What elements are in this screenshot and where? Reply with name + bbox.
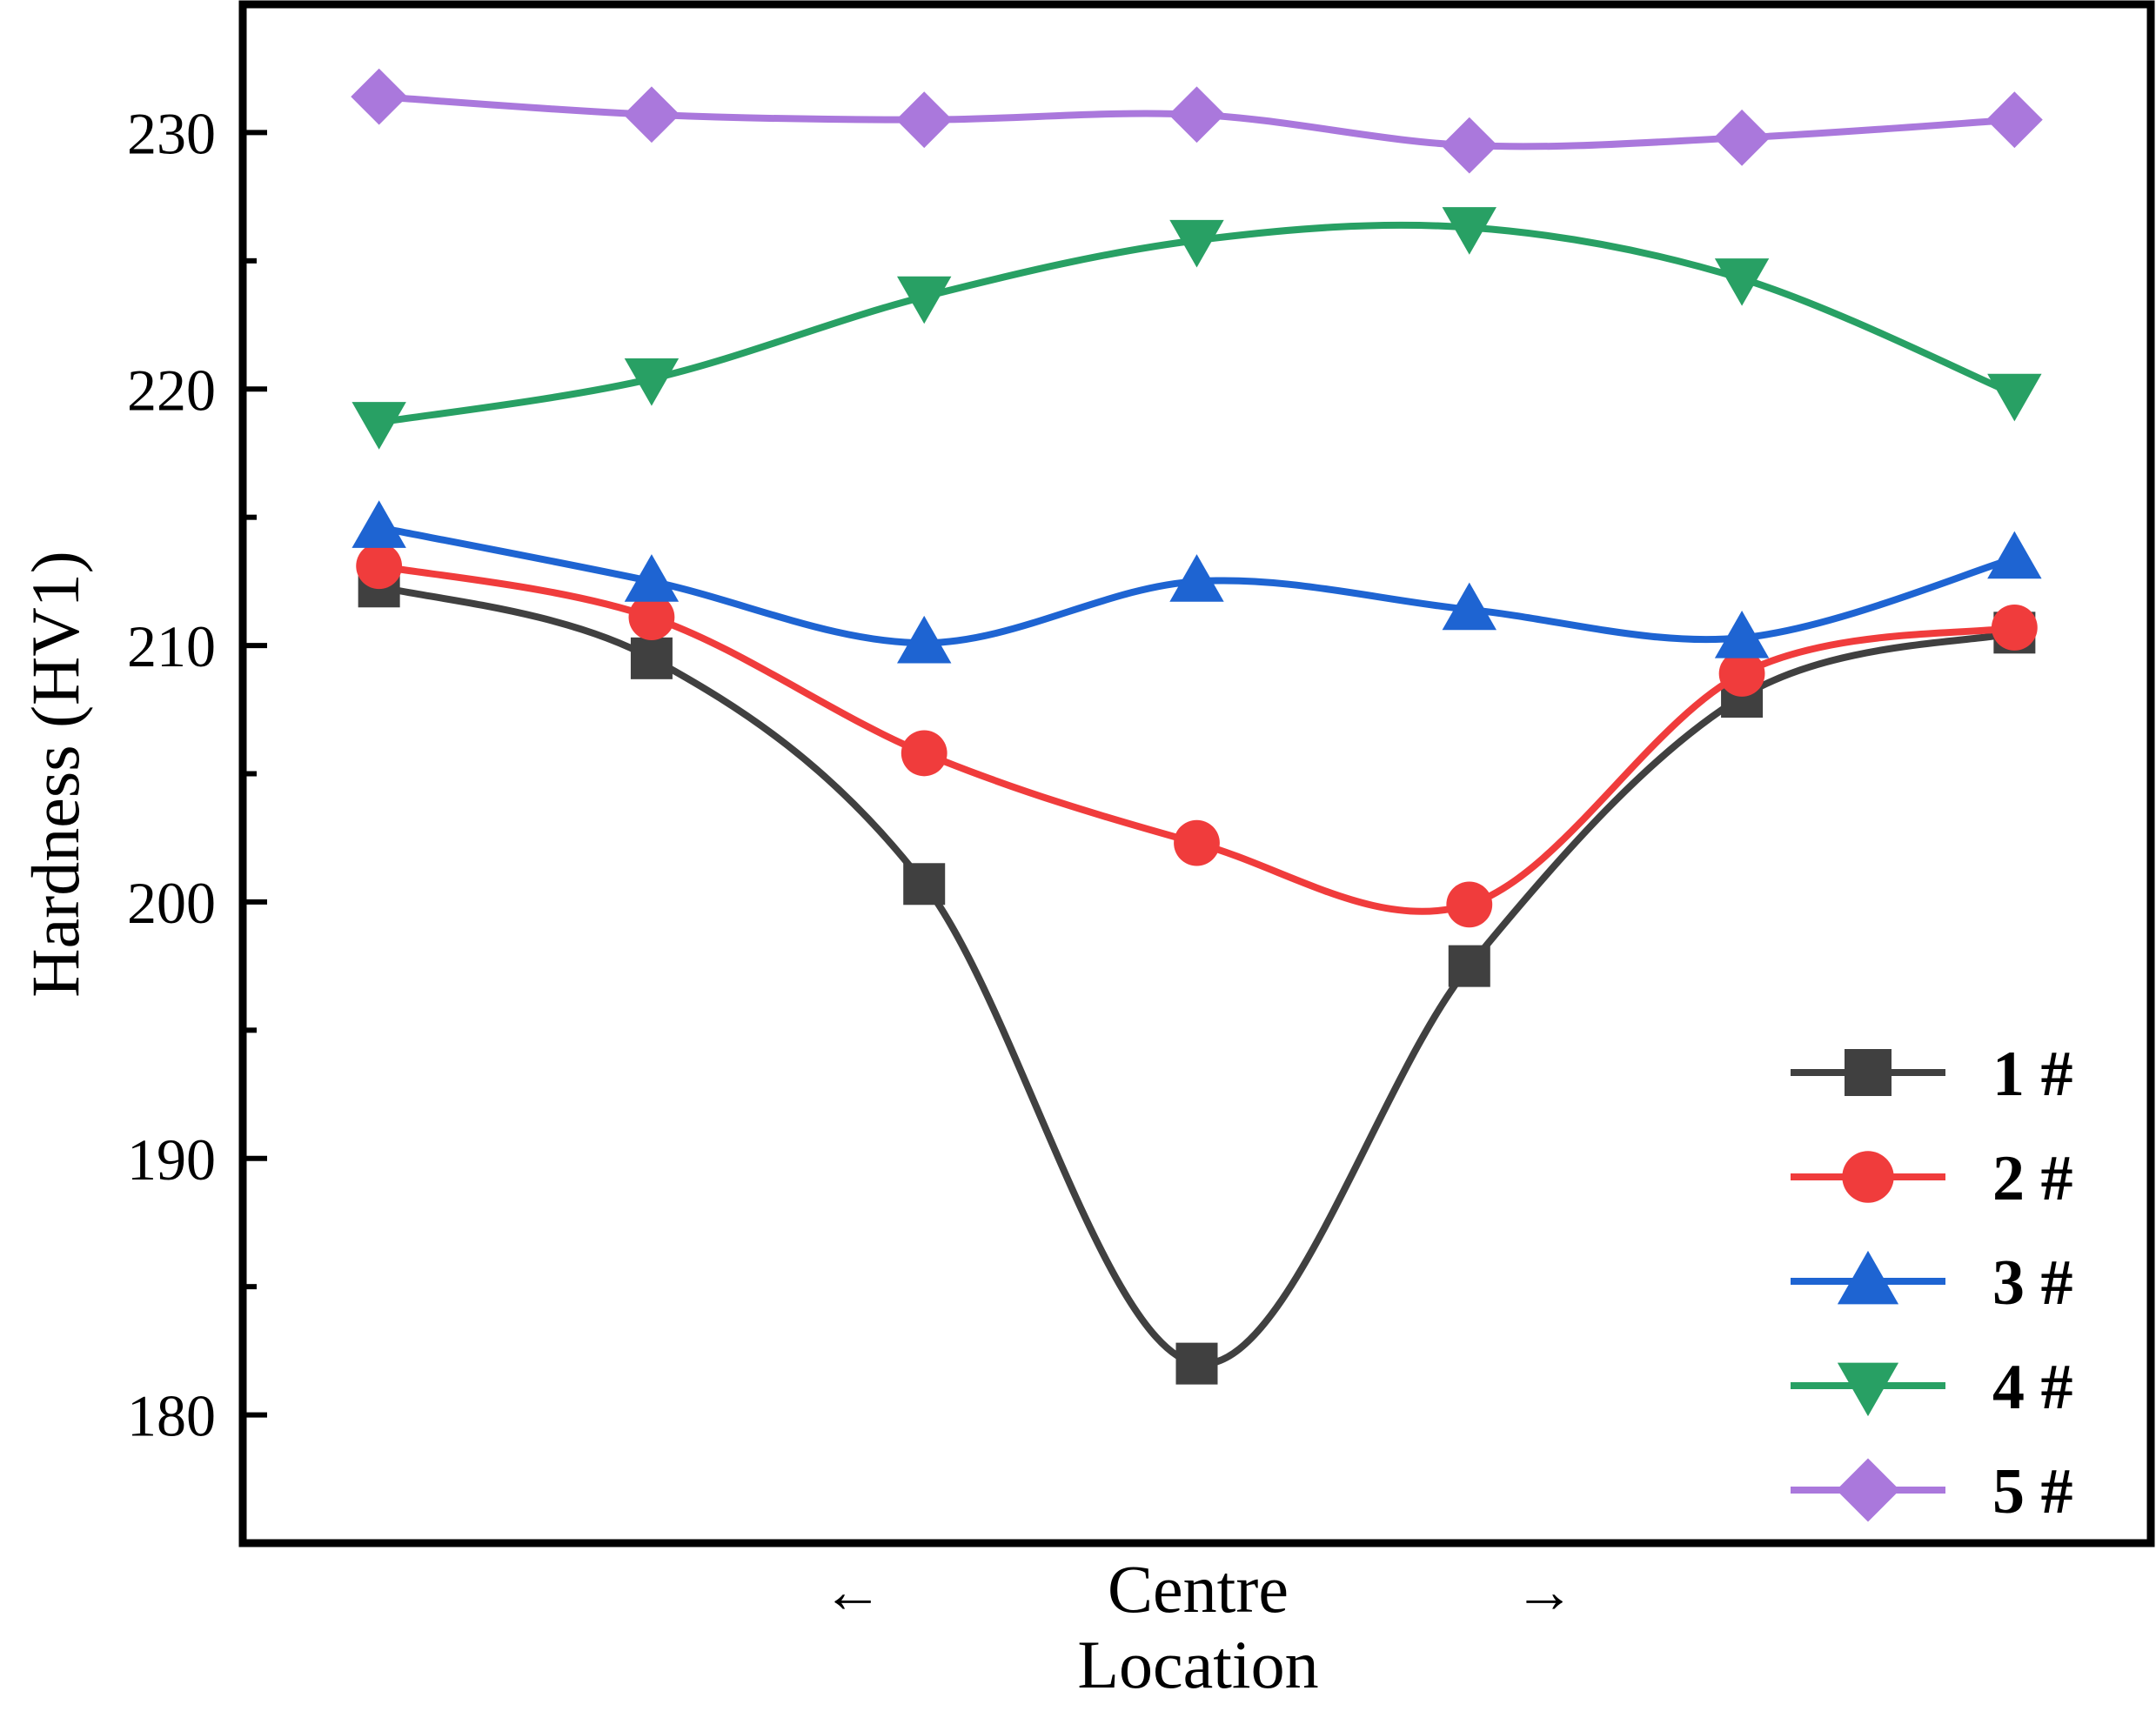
data-point — [628, 594, 675, 641]
data-point — [1169, 219, 1224, 268]
data-point — [624, 358, 680, 406]
plot-series — [351, 68, 2043, 1385]
y-tick-label: 210 — [127, 613, 216, 679]
series-1 — [358, 565, 2036, 1385]
x-arrow-left: ← — [822, 1559, 883, 1626]
data-point — [1169, 554, 1224, 602]
data-point — [630, 637, 673, 679]
series-3 — [352, 500, 2042, 664]
legend-marker — [1837, 1250, 1899, 1305]
data-point — [1175, 1342, 1218, 1385]
data-point — [356, 543, 403, 590]
legend-item: 4 # — [1791, 1352, 2073, 1423]
legend-marker — [1837, 1362, 1899, 1417]
data-point — [1987, 373, 2042, 422]
legend-item: 3 # — [1791, 1247, 2073, 1319]
y-tick-label: 230 — [127, 100, 216, 166]
y-tick-label: 200 — [127, 870, 216, 936]
legend-item: 5 # — [1791, 1456, 2073, 1527]
x-axis-title: Location — [1077, 1627, 1318, 1702]
y-axis-title: Hardness (HV1) — [17, 551, 93, 997]
legend-marker — [1845, 1049, 1892, 1096]
data-point — [1442, 582, 1496, 631]
legend-marker — [1836, 1458, 1900, 1522]
legend-marker — [1842, 1151, 1894, 1203]
legend-item: 1 # — [1791, 1039, 2073, 1110]
data-point — [1714, 258, 1770, 306]
data-point — [1713, 109, 1771, 166]
data-point — [1987, 531, 2042, 579]
y-axis: 180 190 200 210 220 230 — [127, 2, 267, 1546]
data-point — [1448, 945, 1490, 987]
data-point — [897, 276, 952, 324]
data-point — [1985, 91, 2043, 149]
y-tick-label: 190 — [127, 1126, 216, 1193]
data-point — [352, 402, 406, 450]
data-point — [1174, 819, 1220, 866]
data-point — [901, 730, 947, 777]
data-point — [895, 91, 953, 149]
x-center-label: Centre — [1108, 1551, 1289, 1627]
data-point — [897, 615, 952, 664]
data-point — [1441, 117, 1498, 174]
data-point — [623, 86, 680, 144]
data-point — [1446, 881, 1493, 928]
data-point — [352, 500, 406, 548]
series-2 — [356, 543, 2038, 928]
legend-label: 5 # — [1992, 1456, 2073, 1527]
legend-label: 4 # — [1992, 1352, 2073, 1423]
x-arrow-right: → — [1514, 1559, 1575, 1626]
series-line — [378, 583, 2016, 1367]
data-point — [1442, 207, 1496, 255]
data-point — [903, 863, 946, 906]
data-point — [1714, 611, 1770, 658]
legend: 1 # 2 # 3 # 4 # 5 # — [1791, 1039, 2073, 1527]
legend-label: 2 # — [1992, 1143, 2073, 1214]
series-5 — [351, 68, 2043, 174]
data-point — [624, 554, 680, 602]
y-tick-label: 180 — [127, 1383, 216, 1449]
legend-label: 1 # — [1992, 1039, 2073, 1110]
data-point — [1718, 651, 1765, 697]
legend-label: 3 # — [1992, 1247, 2073, 1319]
data-point — [351, 68, 408, 125]
series-4 — [352, 207, 2042, 450]
legend-item: 2 # — [1791, 1143, 2073, 1214]
data-point — [1991, 605, 2038, 651]
data-point — [1168, 86, 1225, 144]
y-tick-label: 220 — [127, 357, 216, 423]
